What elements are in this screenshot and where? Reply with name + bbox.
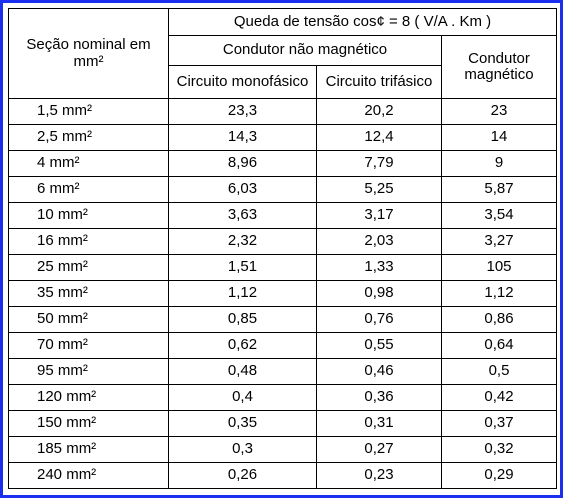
single-phase-cell: 0,4: [168, 384, 317, 411]
three-phase-cell: 12,4: [316, 124, 442, 151]
magnetic-cell: 3,54: [441, 202, 557, 229]
single-phase-cell: 1,12: [168, 280, 317, 307]
section-cell: 16 mm²: [8, 228, 169, 255]
single-phase-header: Circuito monofásico: [168, 65, 317, 99]
magnetic-cell: 0,86: [441, 306, 557, 333]
single-phase-cell: 3,63: [168, 202, 317, 229]
voltage-drop-table: Seção nominal em mm² Queda de tensão cos…: [8, 8, 557, 489]
three-phase-cell: 0,46: [316, 358, 442, 385]
magnetic-cell: 1,12: [441, 280, 557, 307]
section-cell: 35 mm²: [8, 280, 169, 307]
three-phase-cell: 5,25: [316, 176, 442, 203]
single-phase-cell: 0,48: [168, 358, 317, 385]
section-cell: 6 mm²: [8, 176, 169, 203]
table-row: 2,5 mm² 14,3 12,4 14: [8, 124, 557, 151]
single-phase-cell: 0,3: [168, 436, 317, 463]
magnetic-cell: 0,42: [441, 384, 557, 411]
non-magnetic-header: Condutor não magnético: [168, 35, 442, 66]
magnetic-cell: 0,29: [441, 462, 557, 489]
table-row: 120 mm² 0,4 0,36 0,42: [8, 384, 557, 411]
single-phase-cell: 0,62: [168, 332, 317, 359]
section-cell: 25 mm²: [8, 254, 169, 281]
section-cell: 10 mm²: [8, 202, 169, 229]
section-cell: 120 mm²: [8, 384, 169, 411]
single-phase-cell: 6,03: [168, 176, 317, 203]
section-cell: 150 mm²: [8, 410, 169, 437]
single-phase-cell: 8,96: [168, 150, 317, 177]
magnetic-cell: 0,64: [441, 332, 557, 359]
magnetic-cell: 9: [441, 150, 557, 177]
single-phase-cell: 23,3: [168, 98, 317, 125]
section-cell: 2,5 mm²: [8, 124, 169, 151]
section-cell: 4 mm²: [8, 150, 169, 177]
magnetic-header: Condutor magnético: [441, 35, 557, 99]
magnetic-cell: 3,27: [441, 228, 557, 255]
section-cell: 185 mm²: [8, 436, 169, 463]
section-header: Seção nominal em mm²: [8, 8, 169, 99]
single-phase-cell: 0,35: [168, 410, 317, 437]
three-phase-cell: 0,55: [316, 332, 442, 359]
table-row: 4 mm² 8,96 7,79 9: [8, 150, 557, 177]
magnetic-cell: 0,37: [441, 410, 557, 437]
table-row: 35 mm² 1,12 0,98 1,12: [8, 280, 557, 307]
three-phase-cell: 2,03: [316, 228, 442, 255]
table-row: 185 mm² 0,3 0,27 0,32: [8, 436, 557, 463]
section-cell: 240 mm²: [8, 462, 169, 489]
table-row: 95 mm² 0,48 0,46 0,5: [8, 358, 557, 385]
single-phase-cell: 0,26: [168, 462, 317, 489]
table-row: 25 mm² 1,51 1,33 105: [8, 254, 557, 281]
magnetic-cell: 23: [441, 98, 557, 125]
three-phase-cell: 7,79: [316, 150, 442, 177]
magnetic-cell: 0,32: [441, 436, 557, 463]
table-row: 240 mm² 0,26 0,23 0,29: [8, 462, 557, 489]
three-phase-cell: 0,27: [316, 436, 442, 463]
three-phase-cell: 0,76: [316, 306, 442, 333]
section-cell: 1,5 mm²: [8, 98, 169, 125]
table-row: 1,5 mm² 23,3 20,2 23: [8, 98, 557, 125]
magnetic-cell: 14: [441, 124, 557, 151]
three-phase-cell: 3,17: [316, 202, 442, 229]
magnetic-cell: 0,5: [441, 358, 557, 385]
voltage-drop-header: Queda de tensão cos¢ = 8 ( V/A . Km ): [168, 8, 557, 36]
three-phase-cell: 1,33: [316, 254, 442, 281]
single-phase-cell: 1,51: [168, 254, 317, 281]
single-phase-cell: 2,32: [168, 228, 317, 255]
magnetic-cell: 5,87: [441, 176, 557, 203]
section-cell: 95 mm²: [8, 358, 169, 385]
table-body: 1,5 mm² 23,3 20,2 23 2,5 mm² 14,3 12,4 14 4 mm² 8…: [8, 98, 557, 489]
three-phase-cell: 0,31: [316, 410, 442, 437]
three-phase-cell: 0,98: [316, 280, 442, 307]
three-phase-cell: 0,23: [316, 462, 442, 489]
section-cell: 70 mm²: [8, 332, 169, 359]
single-phase-cell: 14,3: [168, 124, 317, 151]
single-phase-cell: 0,85: [168, 306, 317, 333]
table-row: 10 mm² 3,63 3,17 3,54: [8, 202, 557, 229]
table-row: 16 mm² 2,32 2,03 3,27: [8, 228, 557, 255]
magnetic-cell: 105: [441, 254, 557, 281]
table-row: 50 mm² 0,85 0,76 0,86: [8, 306, 557, 333]
table-row: 6 mm² 6,03 5,25 5,87: [8, 176, 557, 203]
section-cell: 50 mm²: [8, 306, 169, 333]
three-phase-cell: 0,36: [316, 384, 442, 411]
three-phase-cell: 20,2: [316, 98, 442, 125]
table-row: 150 mm² 0,35 0,31 0,37: [8, 410, 557, 437]
three-phase-header: Circuito trifásico: [316, 65, 442, 99]
table-row: 70 mm² 0,62 0,55 0,64: [8, 332, 557, 359]
